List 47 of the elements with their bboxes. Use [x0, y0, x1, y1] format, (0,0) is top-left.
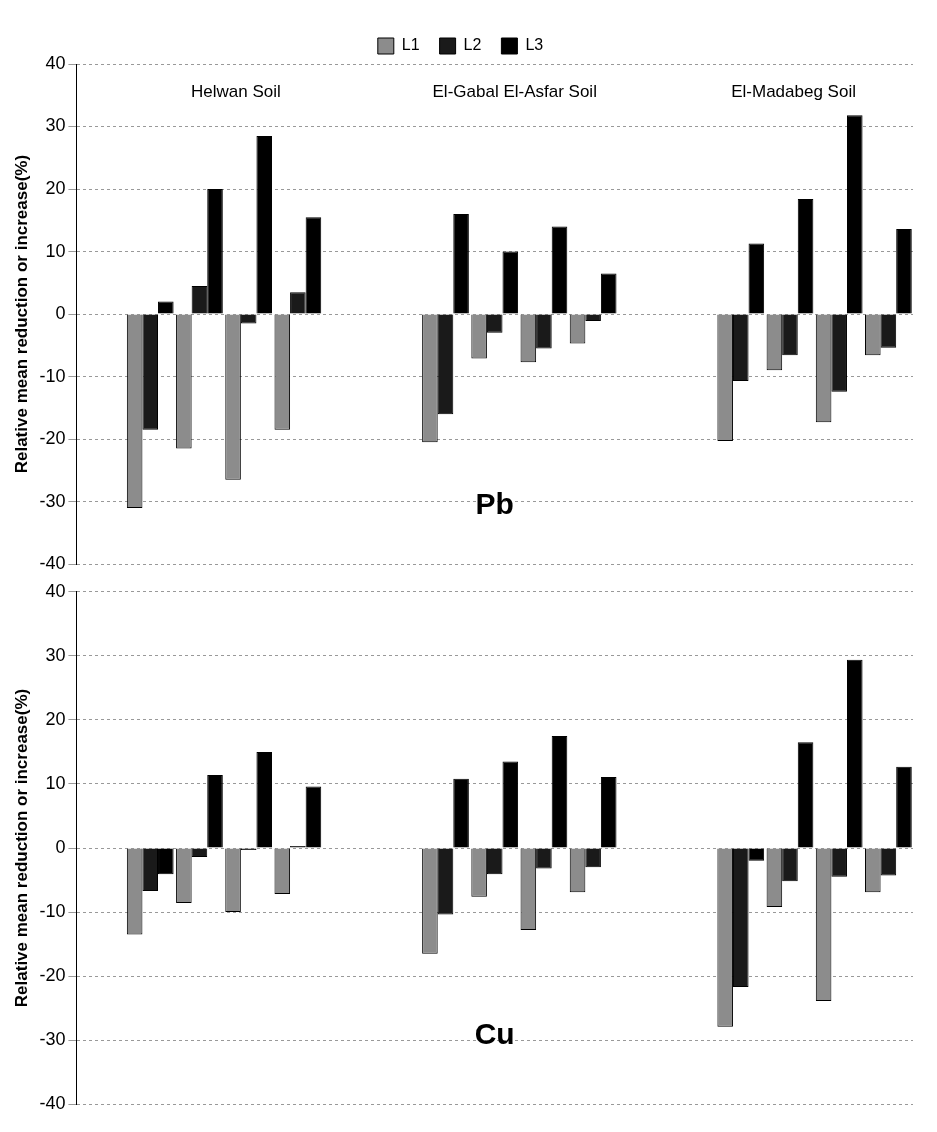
- y-tick-label: -40: [39, 553, 66, 574]
- y-tick-label: 0: [55, 836, 66, 857]
- bar: [896, 229, 912, 314]
- bar: [797, 199, 814, 314]
- y-tick-label: 0: [55, 303, 66, 324]
- y-tick-label: 10: [45, 772, 66, 793]
- bar: [600, 273, 617, 314]
- y-tick-label: 30: [45, 115, 66, 136]
- y-tick-label: 30: [45, 644, 66, 665]
- annotation: El-Gabal El-Asfar Soil: [432, 81, 597, 101]
- bar: [453, 214, 469, 314]
- y-tick-label: -30: [39, 1029, 66, 1050]
- bar: [600, 776, 617, 848]
- y-tick-label: -30: [39, 490, 66, 511]
- y-tick-label: -10: [39, 365, 66, 386]
- bar: [207, 774, 223, 848]
- y-tick-label: -40: [39, 1093, 66, 1114]
- y-tick-label: 20: [45, 708, 66, 729]
- bar: [256, 135, 273, 314]
- bar: [305, 217, 322, 314]
- bar: [256, 751, 273, 848]
- y-tick-label: 40: [45, 580, 66, 601]
- legend-label: L1: [401, 36, 420, 54]
- y-tick-label: 40: [45, 52, 66, 73]
- y-tick-label: 20: [45, 178, 66, 199]
- y-tick-label: -10: [39, 901, 66, 922]
- y-tick-label: -20: [39, 965, 66, 986]
- legend-label: L2: [463, 36, 482, 54]
- bar: [748, 243, 765, 314]
- y-tick-label: -20: [39, 428, 66, 449]
- bar: [502, 761, 519, 848]
- bar: [551, 735, 568, 848]
- bar: [846, 659, 863, 848]
- y-axis-title: Relative mean reduction or increase(%): [11, 688, 31, 1008]
- annotation: El-Madabeg Soil: [731, 81, 856, 101]
- annotation: Cu: [474, 1017, 515, 1051]
- annotation: Helwan Soil: [190, 81, 281, 101]
- annotation: Pb: [475, 486, 514, 520]
- bar: [896, 766, 912, 848]
- bar: [502, 251, 519, 314]
- bar: [797, 742, 814, 848]
- legend-label: L3: [525, 36, 544, 54]
- bar: [846, 115, 863, 314]
- bar: [551, 226, 568, 314]
- y-tick-label: 10: [45, 240, 66, 261]
- bar: [453, 778, 469, 848]
- y-axis-title: Relative mean reduction or increase(%): [11, 154, 31, 474]
